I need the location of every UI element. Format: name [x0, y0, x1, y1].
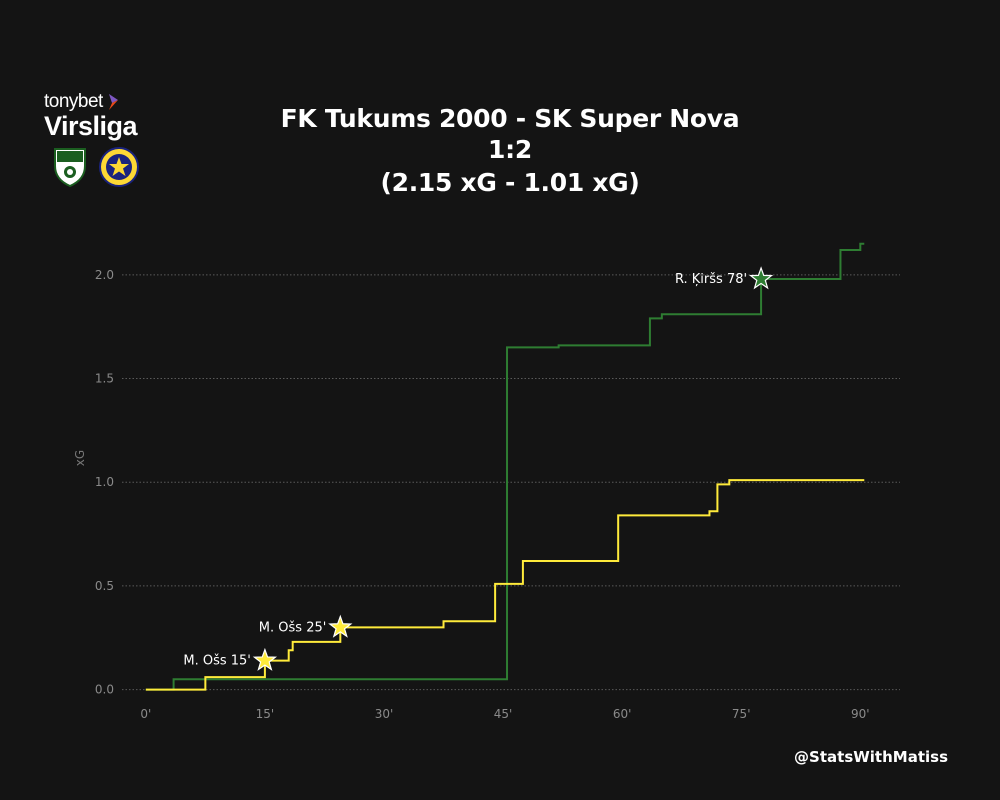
y-tick-label: 0.5 — [95, 579, 114, 593]
x-tick-label: 0' — [140, 707, 151, 721]
team-crests — [52, 146, 140, 188]
x-tick-label: 60' — [613, 707, 632, 721]
x-tick-label: 75' — [732, 707, 751, 721]
y-tick-label: 2.0 — [95, 268, 114, 282]
x-tick-label: 90' — [851, 707, 870, 721]
y-tick-label: 0.0 — [95, 683, 114, 697]
sponsor-text: tonybet — [44, 91, 103, 112]
y-axis-ticks: 0.0 0.5 1.0 1.5 2.0 — [95, 268, 114, 697]
x-tick-label: 45' — [494, 707, 513, 721]
league-logo: tonybet Virsliga — [44, 92, 164, 141]
y-axis-label: xG — [73, 450, 87, 466]
away-goal-label: M. Ošs 15' — [183, 654, 251, 669]
home-goal-label: R. Ķiršs 78' — [675, 272, 747, 287]
y-tick-label: 1.5 — [95, 372, 114, 386]
x-tick-label: 15' — [256, 707, 275, 721]
away-xg-line — [145, 479, 865, 691]
away-goal-star-icon — [328, 614, 353, 638]
chart-title: FK Tukums 2000 - SK Super Nova — [280, 104, 740, 133]
series-lines — [145, 242, 865, 691]
goal-markers: R. Ķiršs 78' M. Ošs 15' M. Ošs 25' — [183, 266, 774, 671]
x-tick-label: 30' — [375, 707, 394, 721]
league-logo-sponsor: tonybet — [44, 92, 164, 112]
chart-xg-summary: (2.15 xG - 1.01 xG) — [380, 168, 640, 197]
home-team-crest-icon — [54, 148, 86, 188]
league-name: Virsliga — [44, 111, 138, 141]
sponsor-mark-icon — [108, 94, 118, 110]
x-axis-ticks: 0' 15' 30' 45' 60' 75' 90' — [140, 707, 869, 721]
away-goal-star-icon — [252, 647, 278, 671]
home-xg-line — [145, 242, 865, 691]
grid-lines — [122, 274, 900, 691]
chart-score: 1:2 — [488, 135, 532, 164]
away-team-crest-icon — [99, 147, 139, 187]
home-goal-star-icon — [748, 266, 774, 290]
away-goal-label: M. Ošs 25' — [259, 620, 327, 635]
y-tick-label: 1.0 — [95, 475, 114, 489]
author-credit: @StatsWithMatiss — [794, 748, 948, 766]
